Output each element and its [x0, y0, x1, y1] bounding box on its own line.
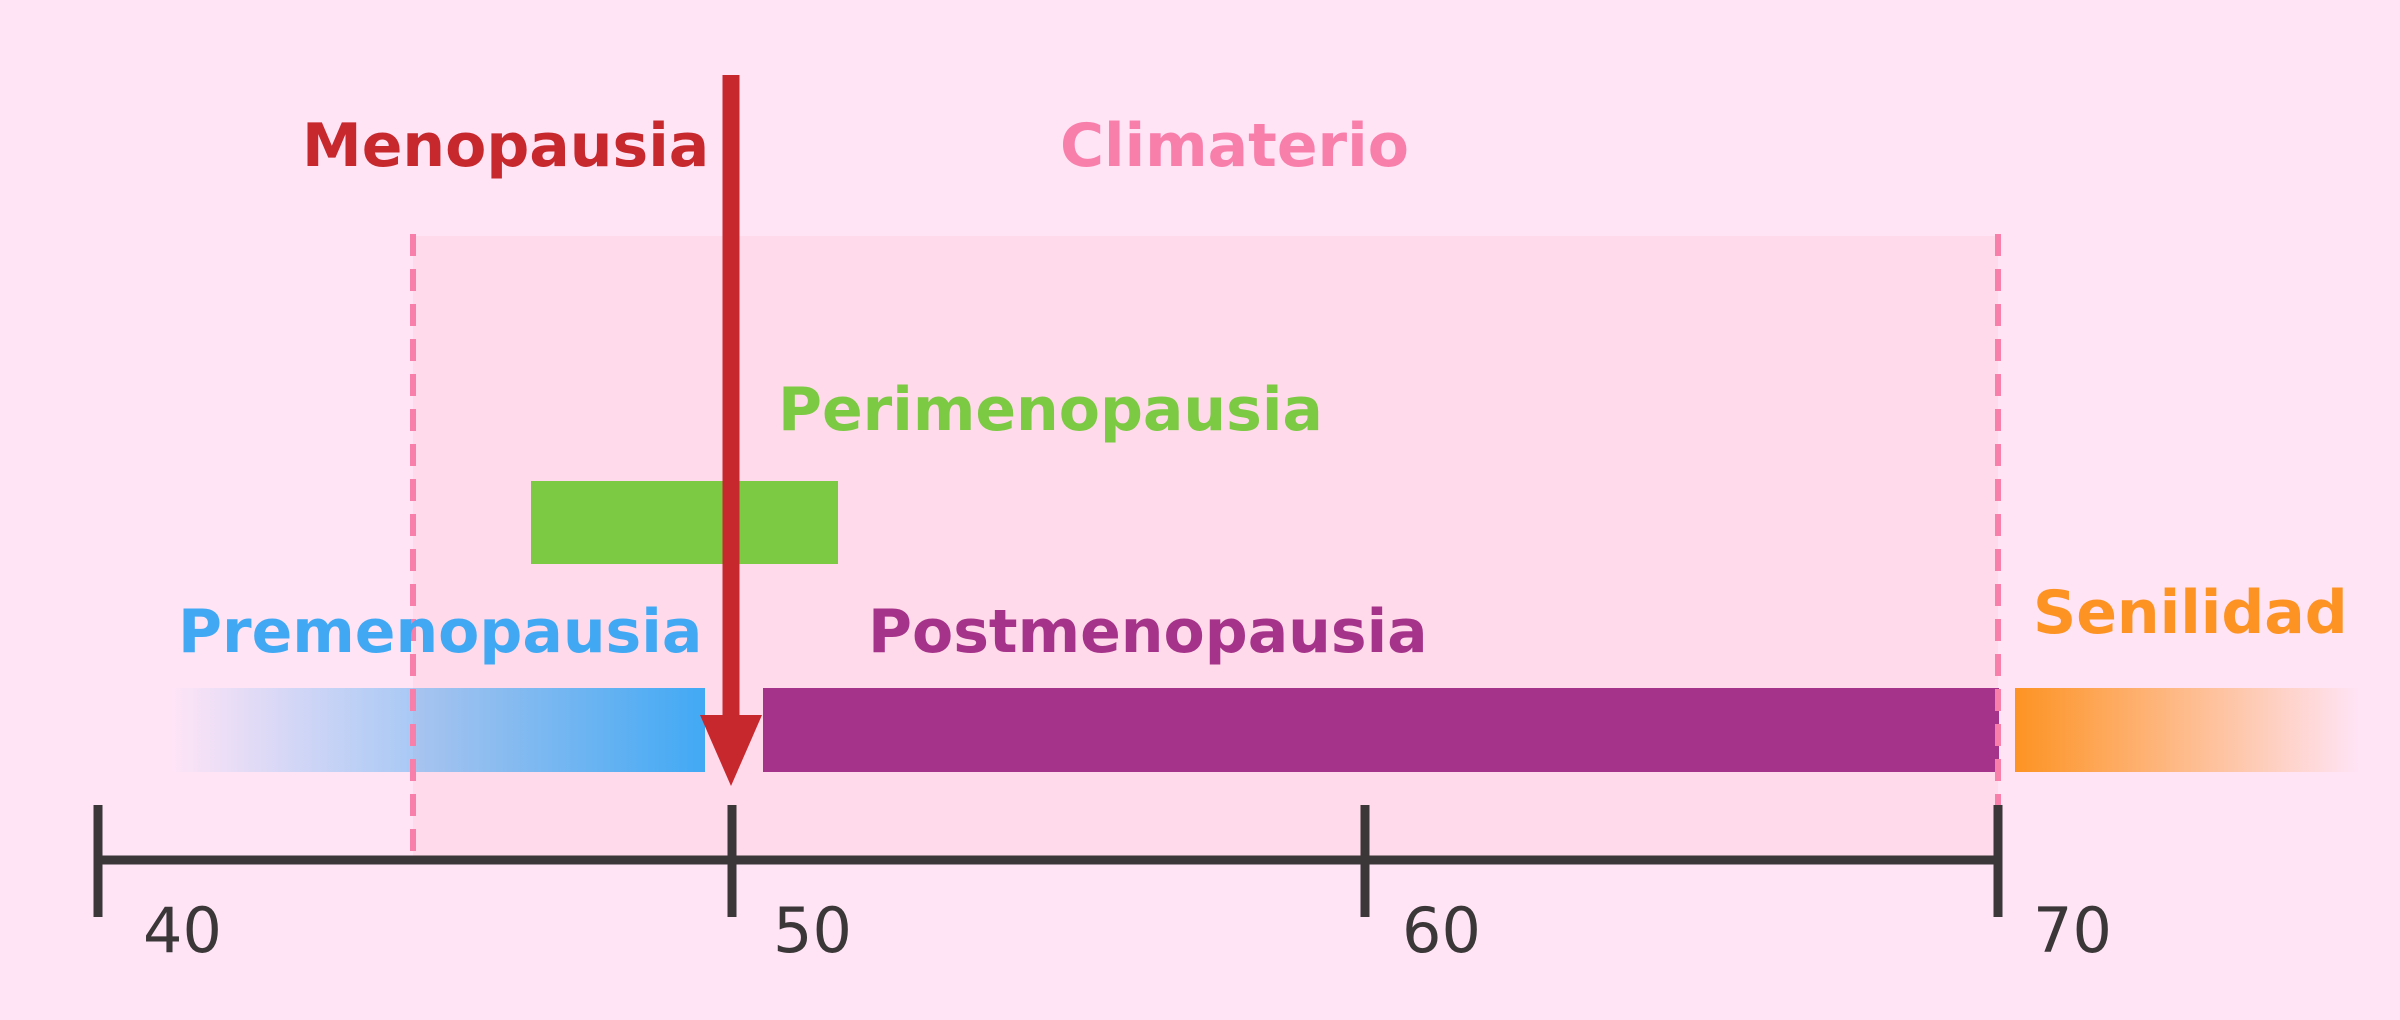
premenopausia-bar: [170, 688, 705, 772]
perimenopausia-bar: [531, 481, 838, 564]
age-axis-tick-label: 40: [143, 894, 222, 967]
senilidad-bar: [2015, 688, 2360, 772]
age-axis-tick-label: 70: [2033, 894, 2112, 967]
age-axis-tick-label: 50: [773, 894, 852, 967]
postmenopausia-label: Postmenopausia: [868, 597, 1428, 667]
perimenopausia-label: Perimenopausia: [778, 375, 1323, 445]
menopausia-arrow-head: [700, 715, 762, 786]
senilidad-label: Senilidad: [2033, 578, 2348, 648]
premenopausia-label: Premenopausia: [178, 597, 702, 667]
age-axis-tick-label: 60: [1402, 894, 1481, 967]
menopausia-label: Menopausia: [302, 111, 709, 181]
climaterio-label: Climaterio: [1060, 111, 1409, 181]
postmenopausia-bar: [763, 688, 1999, 772]
